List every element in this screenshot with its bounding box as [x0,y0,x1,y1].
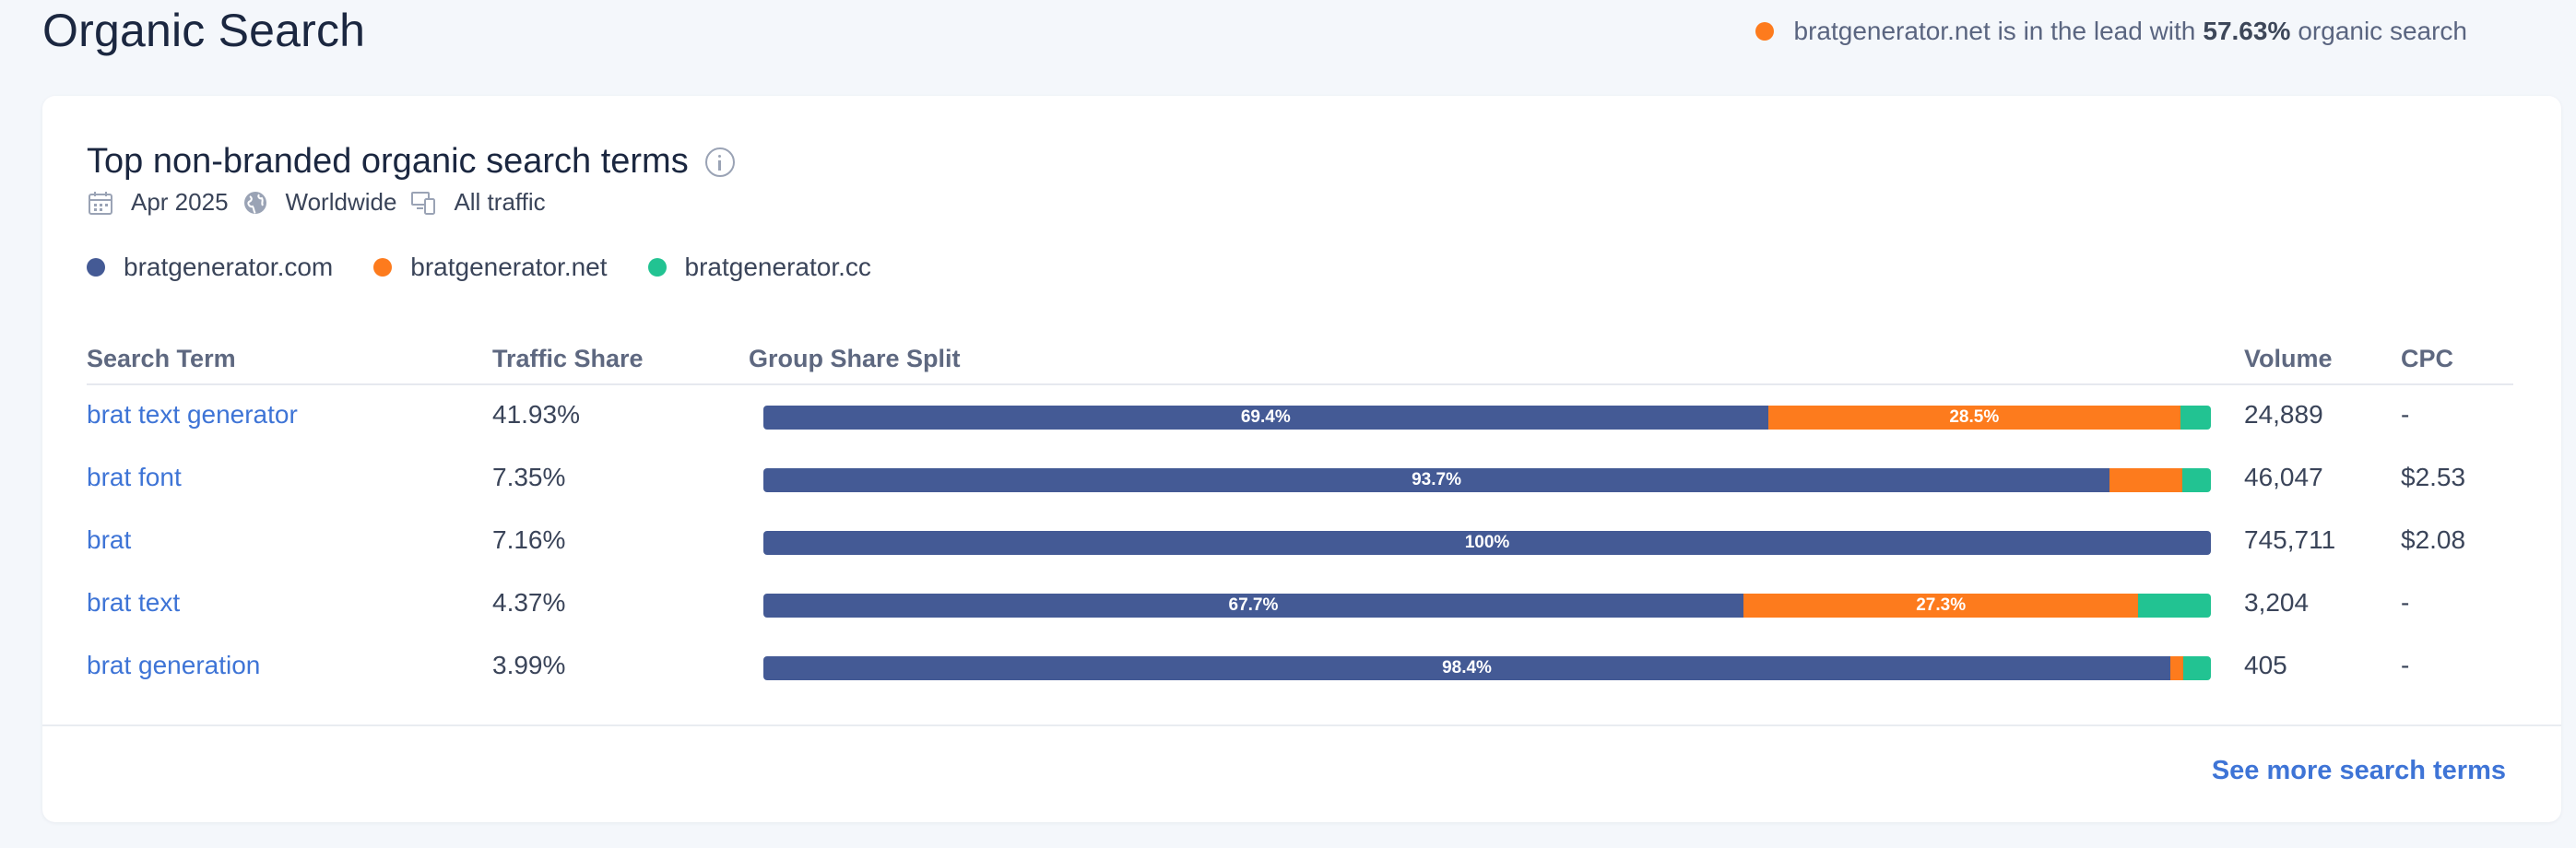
table-row: brat text 4.37% 67.7% 27.3% 3,204 - [87,575,2513,638]
search-term-link[interactable]: brat text [87,588,181,617]
card-title-text: Top non-branded organic search terms [87,142,689,181]
legend-label: bratgenerator.com [124,253,334,281]
traffic-share: 7.16% [492,525,566,554]
cpc-value: - [2401,651,2410,679]
search-term-link[interactable]: brat [87,525,132,554]
meta-date: Apr 2025 [87,188,229,217]
segment-net[interactable] [2170,656,2184,680]
legend-dot-icon [373,258,393,277]
traffic-share: 41.93% [492,400,580,429]
volume-value: 405 [2244,651,2287,679]
share-split-bar: 100% [763,531,2211,555]
share-split-bar: 67.7% 27.3% [763,594,2211,618]
see-more-button[interactable]: See more search terms [2211,756,2506,785]
legend-label: bratgenerator.cc [684,253,871,281]
table-header: Search Term Traffic Share Group Share Sp… [87,343,2513,385]
col-header-term[interactable]: Search Term [87,345,236,372]
lead-suffix: organic search [2298,17,2467,45]
share-split-bar: 93.7% [763,468,2211,492]
card-meta: Apr 2025 Worldwide All traffic [87,188,559,217]
meta-region-label: Worldwide [285,188,397,216]
lead-value: 57.63% [2203,17,2291,45]
cpc-value: - [2401,400,2410,429]
segment-com[interactable]: 69.4% [763,406,1768,430]
volume-value: 46,047 [2244,463,2323,491]
lead-note: bratgenerator.net is in the lead with 57… [1755,17,2467,46]
segment-cc[interactable] [2181,468,2211,492]
table-row: brat font 7.35% 93.7% 46,047 $2.53 [87,450,2513,512]
segment-net[interactable]: 27.3% [1743,594,2139,618]
table-row: brat 7.16% 100% 745,711 $2.08 [87,512,2513,575]
col-header-share[interactable]: Traffic Share [492,345,644,372]
info-icon[interactable] [704,147,735,177]
segment-cc[interactable] [2183,656,2211,680]
share-split-bar: 98.4% [763,656,2211,680]
cpc-value: $2.53 [2401,463,2466,491]
col-header-cpc[interactable]: CPC [2401,345,2454,372]
traffic-share: 7.35% [492,463,566,491]
search-term-link[interactable]: brat generation [87,651,261,679]
globe-icon [243,191,266,214]
volume-value: 3,204 [2244,588,2310,617]
traffic-share: 3.99% [492,651,566,679]
cpc-value: $2.08 [2401,525,2466,554]
card-title: Top non-branded organic search terms [87,142,735,182]
segment-com[interactable]: 100% [763,531,2211,555]
lead-dot-icon [1755,22,1774,41]
legend-item: bratgenerator.com [87,253,333,282]
segment-cc[interactable] [2138,594,2211,618]
volume-value: 24,889 [2244,400,2323,429]
search-term-link[interactable]: brat font [87,463,182,491]
table-row: brat text generator 41.93% 69.4% 28.5% 24… [87,387,2513,450]
page-title: Organic Search [42,5,366,56]
footer-divider [42,724,2561,726]
calendar-icon [89,191,112,215]
cpc-value: - [2401,588,2410,617]
legend-label: bratgenerator.net [410,253,608,281]
segment-cc[interactable] [2180,406,2211,430]
meta-traffic-label: All traffic [454,188,546,216]
segment-com[interactable]: 67.7% [763,594,1743,618]
legend-item: bratgenerator.cc [647,253,871,282]
legend-dot-icon [647,258,667,277]
volume-value: 745,711 [2244,525,2336,554]
search-term-link[interactable]: brat text generator [87,400,298,429]
devices-icon [411,191,436,215]
segment-com[interactable]: 93.7% [763,468,2110,492]
meta-region: Worldwide [242,188,397,217]
traffic-share: 4.37% [492,588,566,617]
segment-net[interactable] [2109,468,2182,492]
meta-date-label: Apr 2025 [131,188,229,216]
meta-traffic: All traffic [409,188,546,217]
legend-dot-icon [87,258,105,277]
legend-item: bratgenerator.net [373,253,608,282]
segment-com[interactable]: 98.4% [763,656,2171,680]
lead-prefix: is in the lead with [1997,17,2196,45]
col-header-volume[interactable]: Volume [2244,345,2333,372]
table-row: brat generation 3.99% 98.4% 405 - [87,638,2513,701]
search-terms-card: Top non-branded organic search terms Apr… [42,96,2561,822]
lead-domain: bratgenerator.net [1793,17,1991,45]
segment-net[interactable]: 28.5% [1767,406,2181,430]
legend: bratgenerator.com bratgenerator.net brat… [87,253,912,282]
col-header-split: Group Share Split [749,345,961,372]
share-split-bar: 69.4% 28.5% [763,406,2211,430]
